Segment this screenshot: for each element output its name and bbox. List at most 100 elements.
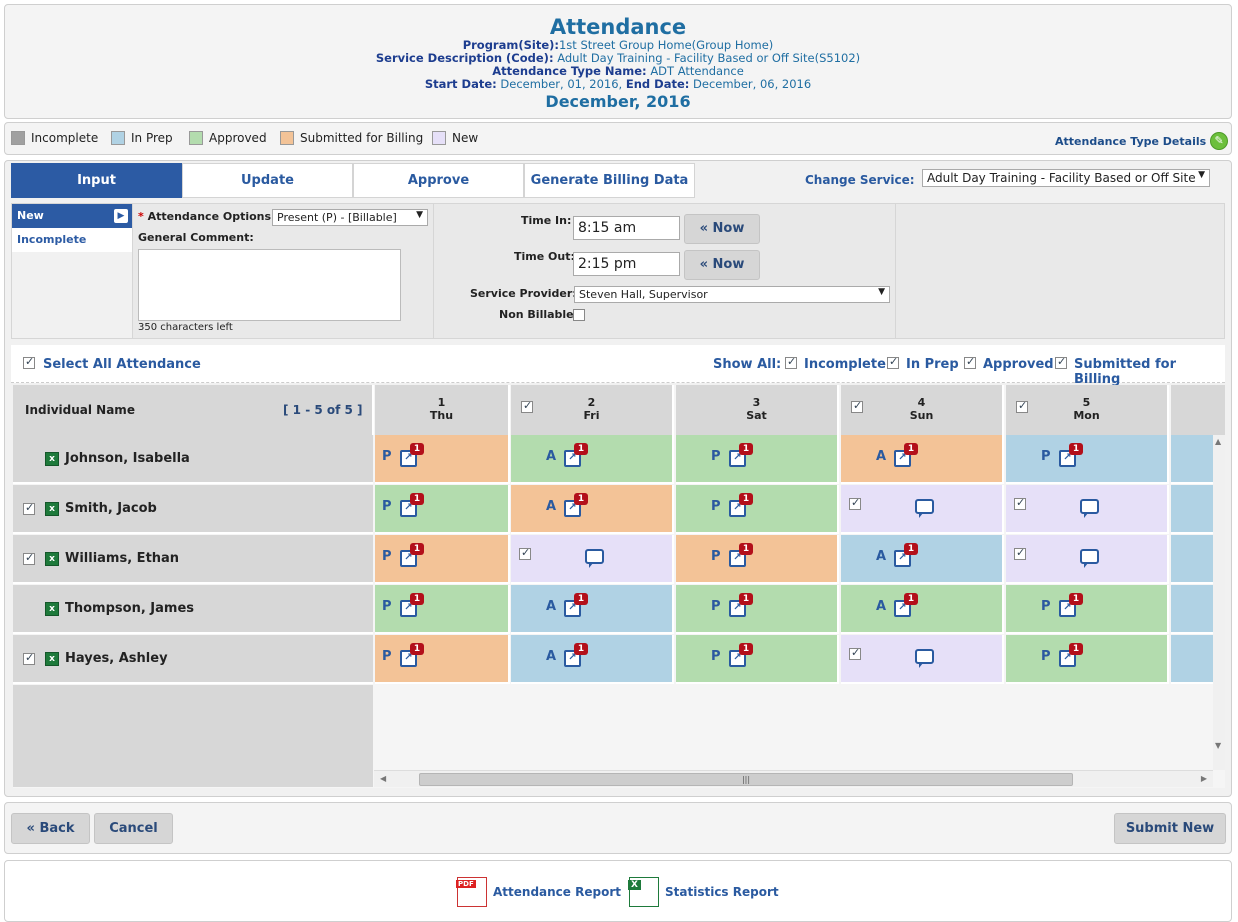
non-billable-checkbox[interactable] xyxy=(573,309,585,321)
attendance-report-label[interactable]: Attendance Report xyxy=(493,885,621,899)
attendance-cell[interactable] xyxy=(1006,485,1169,534)
attendance-cell[interactable] xyxy=(841,485,1004,534)
attendance-cell[interactable]: P ↗ 1 xyxy=(375,585,510,634)
scroll-up-icon[interactable]: ▲ xyxy=(1215,437,1222,446)
attendance-cell[interactable]: P ↗ 1 xyxy=(375,485,510,534)
attendance-cell[interactable]: A ↗ 1 xyxy=(511,635,674,684)
comment-icon[interactable] xyxy=(914,499,934,518)
excel-icon[interactable]: x xyxy=(45,602,59,616)
attendance-options-select[interactable]: Present (P) - [Billable] ▼ xyxy=(272,209,428,226)
attendance-cell[interactable]: P ↗ 1 xyxy=(375,635,510,684)
tab-generate-billing[interactable]: Generate Billing Data xyxy=(524,163,695,198)
select-all-checkbox[interactable] xyxy=(23,355,35,369)
scroll-right-icon[interactable]: ▶ xyxy=(1200,774,1207,783)
time-out-now-button[interactable]: « Now xyxy=(684,250,760,280)
filter-submitted-checkbox[interactable] xyxy=(1055,355,1067,369)
tab-input[interactable]: Input xyxy=(11,163,182,198)
pencil-icon[interactable]: ✎ xyxy=(1210,132,1229,150)
excel-icon[interactable] xyxy=(628,877,659,907)
excel-icon[interactable]: x xyxy=(45,502,59,516)
attendance-type-details-link[interactable]: Attendance Type Details ✎ xyxy=(1055,132,1229,150)
individual-name[interactable]: Williams, Ethan xyxy=(65,551,180,566)
status-item-new[interactable]: New ▶ xyxy=(12,204,132,228)
individual-name[interactable]: Smith, Jacob xyxy=(65,501,157,516)
cancel-button[interactable]: Cancel xyxy=(94,813,173,844)
attendance-cell-partial[interactable] xyxy=(1171,485,1217,534)
cell-select-checkbox[interactable] xyxy=(849,496,861,510)
attendance-cell-partial[interactable] xyxy=(1171,635,1217,684)
statistics-report-label[interactable]: Statistics Report xyxy=(665,885,779,899)
pdf-icon[interactable] xyxy=(456,877,487,907)
cell-select-checkbox[interactable] xyxy=(849,646,861,660)
status-item-incomplete[interactable]: Incomplete xyxy=(12,228,132,252)
individual-name[interactable]: Johnson, Isabella xyxy=(65,451,190,466)
row-select-checkbox[interactable] xyxy=(23,501,35,515)
comment-icon[interactable] xyxy=(584,549,604,568)
attendance-cell[interactable]: P ↗ 1 xyxy=(375,535,510,584)
attendance-cell[interactable]: P ↗ 1 xyxy=(375,435,510,484)
select-all-label[interactable]: Select All Attendance xyxy=(43,357,201,372)
note-document-icon[interactable]: ↗ xyxy=(564,650,581,667)
service-provider-select[interactable]: Steven Hall, Supervisor ▼ xyxy=(574,286,890,303)
back-button[interactable]: « Back xyxy=(11,813,90,844)
filter-incomplete-checkbox[interactable] xyxy=(785,355,797,369)
attendance-cell[interactable]: P ↗ 1 xyxy=(676,635,839,684)
vertical-scrollbar[interactable]: ▲ ▼ xyxy=(1213,435,1225,770)
horizontal-scroll-thumb[interactable]: ||| xyxy=(419,773,1073,786)
horizontal-scrollbar[interactable]: ◀ ||| ▶ xyxy=(374,770,1213,787)
note-document-icon[interactable]: ↗ xyxy=(729,500,746,517)
tab-update[interactable]: Update xyxy=(182,163,353,198)
attendance-cell[interactable]: P ↗ 1 xyxy=(1006,435,1169,484)
attendance-cell-partial[interactable] xyxy=(1171,535,1217,584)
day-header-partial xyxy=(1171,385,1225,435)
scroll-left-icon[interactable]: ◀ xyxy=(380,774,387,783)
attendance-cell[interactable] xyxy=(841,635,1004,684)
time-out-field[interactable]: 2:15 pm xyxy=(573,252,680,276)
scroll-down-icon[interactable]: ▼ xyxy=(1215,741,1222,750)
comment-icon[interactable] xyxy=(1079,499,1099,518)
attendance-cell[interactable]: A ↗ 1 xyxy=(841,585,1004,634)
time-in-now-button[interactable]: « Now xyxy=(684,214,760,244)
excel-icon[interactable]: x xyxy=(45,652,59,666)
row-select-checkbox[interactable] xyxy=(23,551,35,565)
individual-name[interactable]: Thompson, James xyxy=(65,601,195,616)
attendance-cell[interactable]: P ↗ 1 xyxy=(1006,635,1169,684)
row-select-checkbox[interactable] xyxy=(23,651,35,665)
time-in-field[interactable]: 8:15 am xyxy=(573,216,680,240)
attendance-cell[interactable]: P ↗ 1 xyxy=(676,585,839,634)
attendance-cell[interactable]: A ↗ 1 xyxy=(511,485,674,534)
filter-in-prep-checkbox[interactable] xyxy=(887,355,899,369)
individual-name[interactable]: Hayes, Ashley xyxy=(65,651,168,666)
attendance-cell[interactable] xyxy=(1006,535,1169,584)
change-service-select[interactable]: Adult Day Training - Facility Based or O… xyxy=(922,169,1210,187)
attendance-cell[interactable]: A ↗ 1 xyxy=(511,585,674,634)
attendance-cell[interactable]: P ↗ 1 xyxy=(676,535,839,584)
attendance-cell[interactable]: P ↗ 1 xyxy=(676,435,839,484)
attendance-report-link[interactable]: Attendance Report xyxy=(456,877,621,907)
statistics-report-link[interactable]: Statistics Report xyxy=(628,877,779,907)
details-link-label[interactable]: Attendance Type Details xyxy=(1055,134,1207,148)
excel-icon[interactable]: x xyxy=(45,552,59,566)
attendance-cell[interactable]: P ↗ 1 xyxy=(676,485,839,534)
attendance-cell[interactable]: A ↗ 1 xyxy=(841,435,1004,484)
attendance-cell[interactable] xyxy=(511,535,674,584)
day-select-checkbox[interactable] xyxy=(521,399,533,413)
day-select-checkbox[interactable] xyxy=(851,399,863,413)
cell-select-checkbox[interactable] xyxy=(519,546,531,560)
tab-approve[interactable]: Approve xyxy=(353,163,524,198)
filter-approved-checkbox[interactable] xyxy=(964,355,976,369)
attendance-cell-partial[interactable] xyxy=(1171,435,1217,484)
cell-select-checkbox[interactable] xyxy=(1014,496,1026,510)
day-select-checkbox[interactable] xyxy=(1016,399,1028,413)
excel-icon[interactable]: x xyxy=(45,452,59,466)
comment-icon[interactable] xyxy=(914,649,934,668)
attendance-cell-partial[interactable] xyxy=(1171,585,1217,634)
submit-new-button[interactable]: Submit New xyxy=(1114,813,1226,844)
note-document-icon[interactable]: ↗ xyxy=(894,550,911,567)
general-comment-field[interactable] xyxy=(138,249,401,321)
attendance-cell[interactable]: P ↗ 1 xyxy=(1006,585,1169,634)
comment-icon[interactable] xyxy=(1079,549,1099,568)
attendance-cell[interactable]: A ↗ 1 xyxy=(511,435,674,484)
attendance-cell[interactable]: A ↗ 1 xyxy=(841,535,1004,584)
cell-select-checkbox[interactable] xyxy=(1014,546,1026,560)
